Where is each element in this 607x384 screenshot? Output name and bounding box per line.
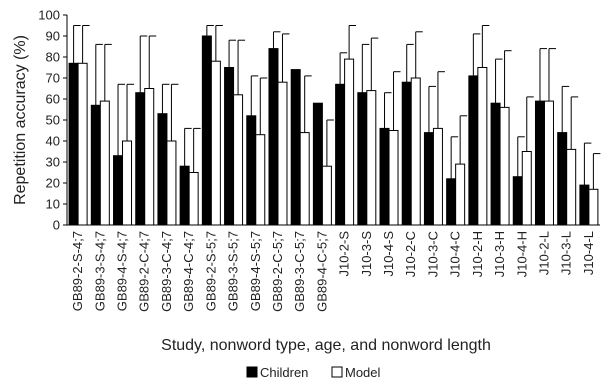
- bar-children: [135, 92, 146, 226]
- bar-children: [90, 104, 101, 226]
- y-tick-label: 20: [46, 176, 60, 191]
- bar-children: [512, 176, 523, 226]
- bar-children: [490, 102, 501, 226]
- bar-model: [255, 134, 266, 226]
- x-axis: GB89-2-S-4;7 GB89-3-S-4;7 GB89-4-S-4;7 GB89…: [67, 224, 600, 312]
- x-tick-label: J10-2-S: [337, 231, 352, 277]
- y-axis-title: Repetition accuracy (%): [12, 35, 29, 205]
- x-tick-label: J10-4-C: [448, 231, 463, 277]
- bar-model: [455, 163, 466, 226]
- x-tick-label: J10-4-S: [381, 231, 396, 277]
- x-tick-label: J10-2-H: [470, 231, 485, 277]
- x-tick-label: J10-3-C: [425, 231, 440, 277]
- bar-model: [166, 140, 177, 226]
- x-tick-label: J10-3-S: [359, 231, 374, 277]
- y-tick-label: 80: [46, 50, 60, 65]
- x-tick-label: GB89-3-S-4;7: [92, 231, 107, 311]
- bar-model: [388, 130, 399, 226]
- bar-children: [401, 81, 412, 226]
- y-tick-label: 30: [46, 155, 60, 170]
- x-tick-label: GB89-2-S-4;7: [70, 231, 85, 311]
- bar-model: [344, 58, 355, 226]
- x-tick-label: GB89-2-C-4;7: [137, 231, 152, 312]
- x-tick-label: GB89-4-S-5;7: [248, 231, 263, 311]
- x-tick-label: GB89-4-S-4;7: [115, 231, 130, 311]
- x-tick-label: J10-2-C: [403, 231, 418, 277]
- bar-model: [566, 148, 577, 226]
- x-tick-label: J10-3-H: [492, 231, 507, 277]
- bar-children: [446, 178, 457, 226]
- y-tick-label: 100: [38, 8, 60, 23]
- bar-children: [579, 184, 590, 226]
- x-tick-label: GB89-3-S-5;7: [226, 231, 241, 311]
- bar-children: [357, 92, 368, 226]
- x-tick-label: J10-3-L: [559, 231, 574, 275]
- y-tick-label: 50: [46, 113, 60, 128]
- legend: Children Model: [246, 365, 381, 380]
- x-tick-label: GB89-2-C-5;7: [270, 231, 285, 312]
- y-tick-label: 0: [53, 218, 60, 233]
- x-axis-title: Study, nonword type, age, and nonword le…: [161, 337, 491, 354]
- error-bars: [73, 25, 601, 190]
- bar-children: [534, 100, 545, 226]
- bar-children: [312, 102, 323, 226]
- x-tick-label: GB89-4-C-4;7: [181, 231, 196, 312]
- bar-children: [201, 35, 212, 226]
- y-tick-label: 90: [46, 29, 60, 44]
- y-axis: 0 10 20 30 40 50 60 70 80 90 100: [38, 8, 68, 233]
- bar-model: [366, 90, 377, 226]
- legend-children-label: Children: [260, 365, 308, 380]
- x-tick-label: J10-4-H: [514, 231, 529, 277]
- bar-model: [321, 165, 332, 226]
- y-tick-label: 40: [46, 134, 60, 149]
- bar-model: [144, 88, 155, 226]
- bar-model: [432, 127, 443, 226]
- bar-model: [477, 67, 488, 226]
- bar-model: [499, 106, 510, 226]
- bar-model: [410, 77, 421, 226]
- bar-model: [188, 172, 199, 226]
- bar-children: [179, 165, 190, 226]
- bar-model: [233, 94, 244, 226]
- y-tick-label: 10: [46, 197, 60, 212]
- x-tick-label: GB89-2-S-5;7: [203, 231, 218, 311]
- x-tick-label: GB89-3-C-5;7: [292, 231, 307, 312]
- bar-children: [468, 75, 479, 226]
- bar-model: [277, 81, 288, 226]
- legend-model-label: Model: [345, 365, 381, 380]
- x-tick-label: J10-2-L: [536, 231, 551, 275]
- bar-children: [268, 48, 279, 226]
- bar-children: [68, 62, 79, 226]
- bar-model: [521, 151, 532, 226]
- x-tick-label: GB89-3-C-4;7: [159, 231, 174, 312]
- bar-model: [122, 140, 133, 226]
- bar-model: [543, 100, 554, 226]
- bar-children: [113, 155, 124, 226]
- bar-children: [423, 132, 434, 226]
- bar-children: [290, 69, 301, 226]
- bar-model: [99, 100, 110, 226]
- bar-children: [335, 83, 346, 226]
- legend-children-swatch: [246, 366, 258, 378]
- x-tick-label: GB89-4-C-5;7: [314, 231, 329, 312]
- bar-model: [588, 188, 599, 226]
- x-tick-label: J10-4-L: [581, 231, 596, 275]
- y-tick-label: 60: [46, 92, 60, 107]
- bar-children: [157, 113, 168, 226]
- bar-model: [77, 62, 88, 226]
- legend-model-swatch: [331, 366, 343, 378]
- bar-model: [210, 60, 221, 226]
- bar-children: [246, 115, 257, 226]
- bar-children: [557, 132, 568, 226]
- bars: [68, 35, 599, 226]
- bar-children: [379, 127, 390, 226]
- y-tick-label: 70: [46, 71, 60, 86]
- bar-children: [224, 67, 235, 226]
- bar-model: [299, 132, 310, 226]
